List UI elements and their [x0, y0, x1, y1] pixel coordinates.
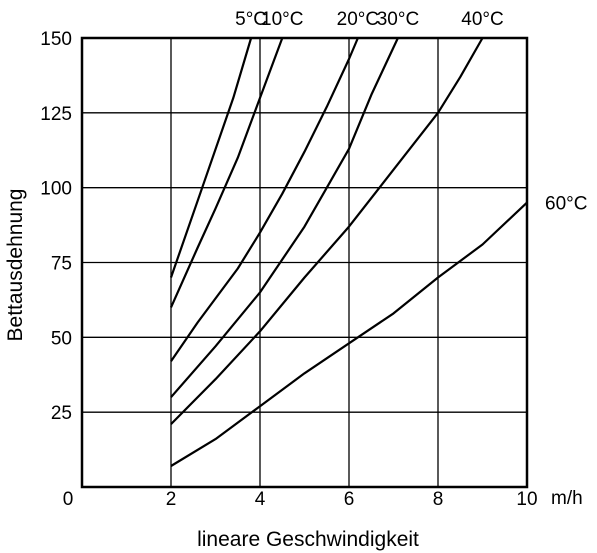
series-line — [170, 201, 528, 467]
y-tick-label: 150 — [40, 29, 72, 50]
series-labels: 5°C10°C 20°C30°C 40°C 60°C — [235, 9, 587, 215]
series-label: 20°C — [337, 9, 379, 30]
series-label: 40°C — [461, 9, 503, 30]
y-tick-label: 25 — [51, 403, 72, 424]
plot-area — [80, 36, 529, 489]
x-axis-label: lineare Geschwindigkeit — [197, 528, 419, 551]
x-tick-label: 10 — [516, 489, 537, 510]
series-line — [169, 37, 253, 278]
series-line — [170, 37, 399, 398]
x-tick-label: 8 — [433, 489, 444, 510]
x-tick-label: 6 — [344, 489, 355, 510]
x-axis-unit: m/h — [551, 488, 583, 509]
series-line — [170, 37, 484, 425]
y-tick-label: 100 — [40, 179, 72, 200]
x-tick-label: 2 — [166, 489, 177, 510]
series-label: 30°C — [377, 9, 419, 30]
series-label: 5°C — [235, 9, 267, 30]
series-lines — [169, 37, 528, 467]
y-tick-label: 50 — [51, 328, 72, 349]
series-line — [170, 37, 359, 362]
series-label: 10°C — [261, 9, 303, 30]
gridlines — [82, 38, 527, 487]
y-tick-label: 125 — [40, 104, 72, 125]
series-label: 60°C — [545, 194, 587, 215]
x-tick-label: 0 — [63, 489, 74, 510]
y-tick-label: 75 — [51, 254, 72, 275]
y-axis-label: Bettausdehnung — [4, 189, 27, 342]
tick-labels: 0 2 4 6 8 10 25 50 75 100 125 150 — [40, 29, 537, 510]
series-line — [169, 37, 284, 308]
x-tick-label: 4 — [255, 489, 266, 510]
